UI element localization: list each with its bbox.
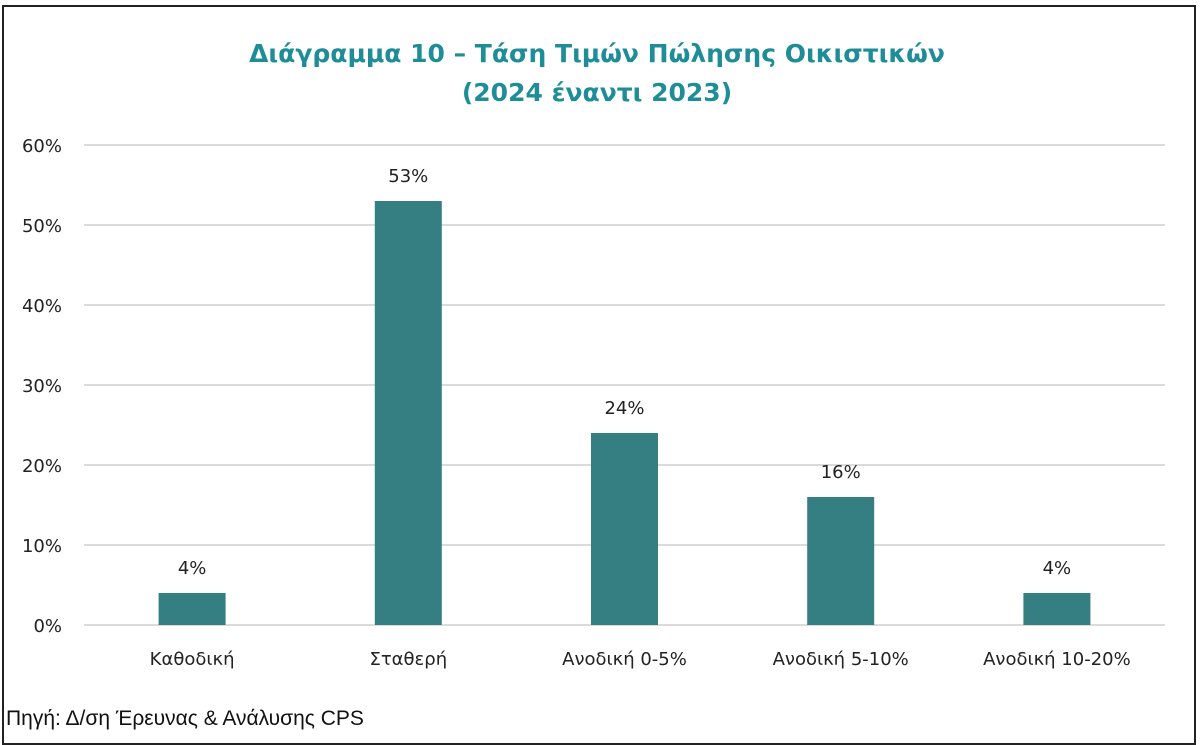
- category-label: Σταθερή: [369, 649, 447, 670]
- data-label: 24%: [604, 398, 644, 419]
- y-tick-label: 0%: [33, 616, 62, 637]
- y-tick-label: 50%: [22, 216, 62, 237]
- chart-title-line-1: Διάγραμμα 10 – Τάση Τιμών Πώλησης Οικιστ…: [249, 39, 945, 68]
- category-label: Ανοδική 10-20%: [983, 649, 1131, 670]
- gridlines: [84, 144, 1165, 626]
- category-label: Καθοδική: [150, 649, 235, 670]
- x-axis-categories: Καθοδική Σταθερή Ανοδική 0-5% Ανοδική 5-10%…: [150, 649, 1131, 670]
- bar: [1023, 593, 1091, 625]
- bar: [374, 201, 442, 625]
- y-tick-label: 40%: [22, 296, 62, 317]
- bar: [158, 593, 226, 625]
- data-label: 53%: [388, 166, 428, 187]
- y-axis-ticks: 0% 10% 20% 30% 40% 50% 60%: [22, 136, 62, 637]
- bars: [158, 201, 1091, 625]
- y-tick-label: 20%: [22, 456, 62, 477]
- source-note: Πηγή: Δ/ση Έρευνας & Ανάλυσης CPS: [6, 707, 364, 730]
- data-label: 4%: [1043, 558, 1072, 579]
- data-labels: 4% 53% 24% 16% 4%: [178, 166, 1071, 579]
- chart-title-line-2: (2024 έναντι 2023): [462, 78, 732, 107]
- data-label: 4%: [178, 558, 207, 579]
- y-tick-label: 30%: [22, 376, 62, 397]
- y-tick-label: 10%: [22, 536, 62, 557]
- bar: [807, 497, 875, 625]
- category-label: Ανοδική 0-5%: [562, 649, 687, 670]
- data-label: 16%: [821, 462, 861, 483]
- bar: [591, 433, 658, 625]
- category-label: Ανοδική 5-10%: [773, 649, 909, 670]
- y-tick-label: 60%: [22, 136, 62, 157]
